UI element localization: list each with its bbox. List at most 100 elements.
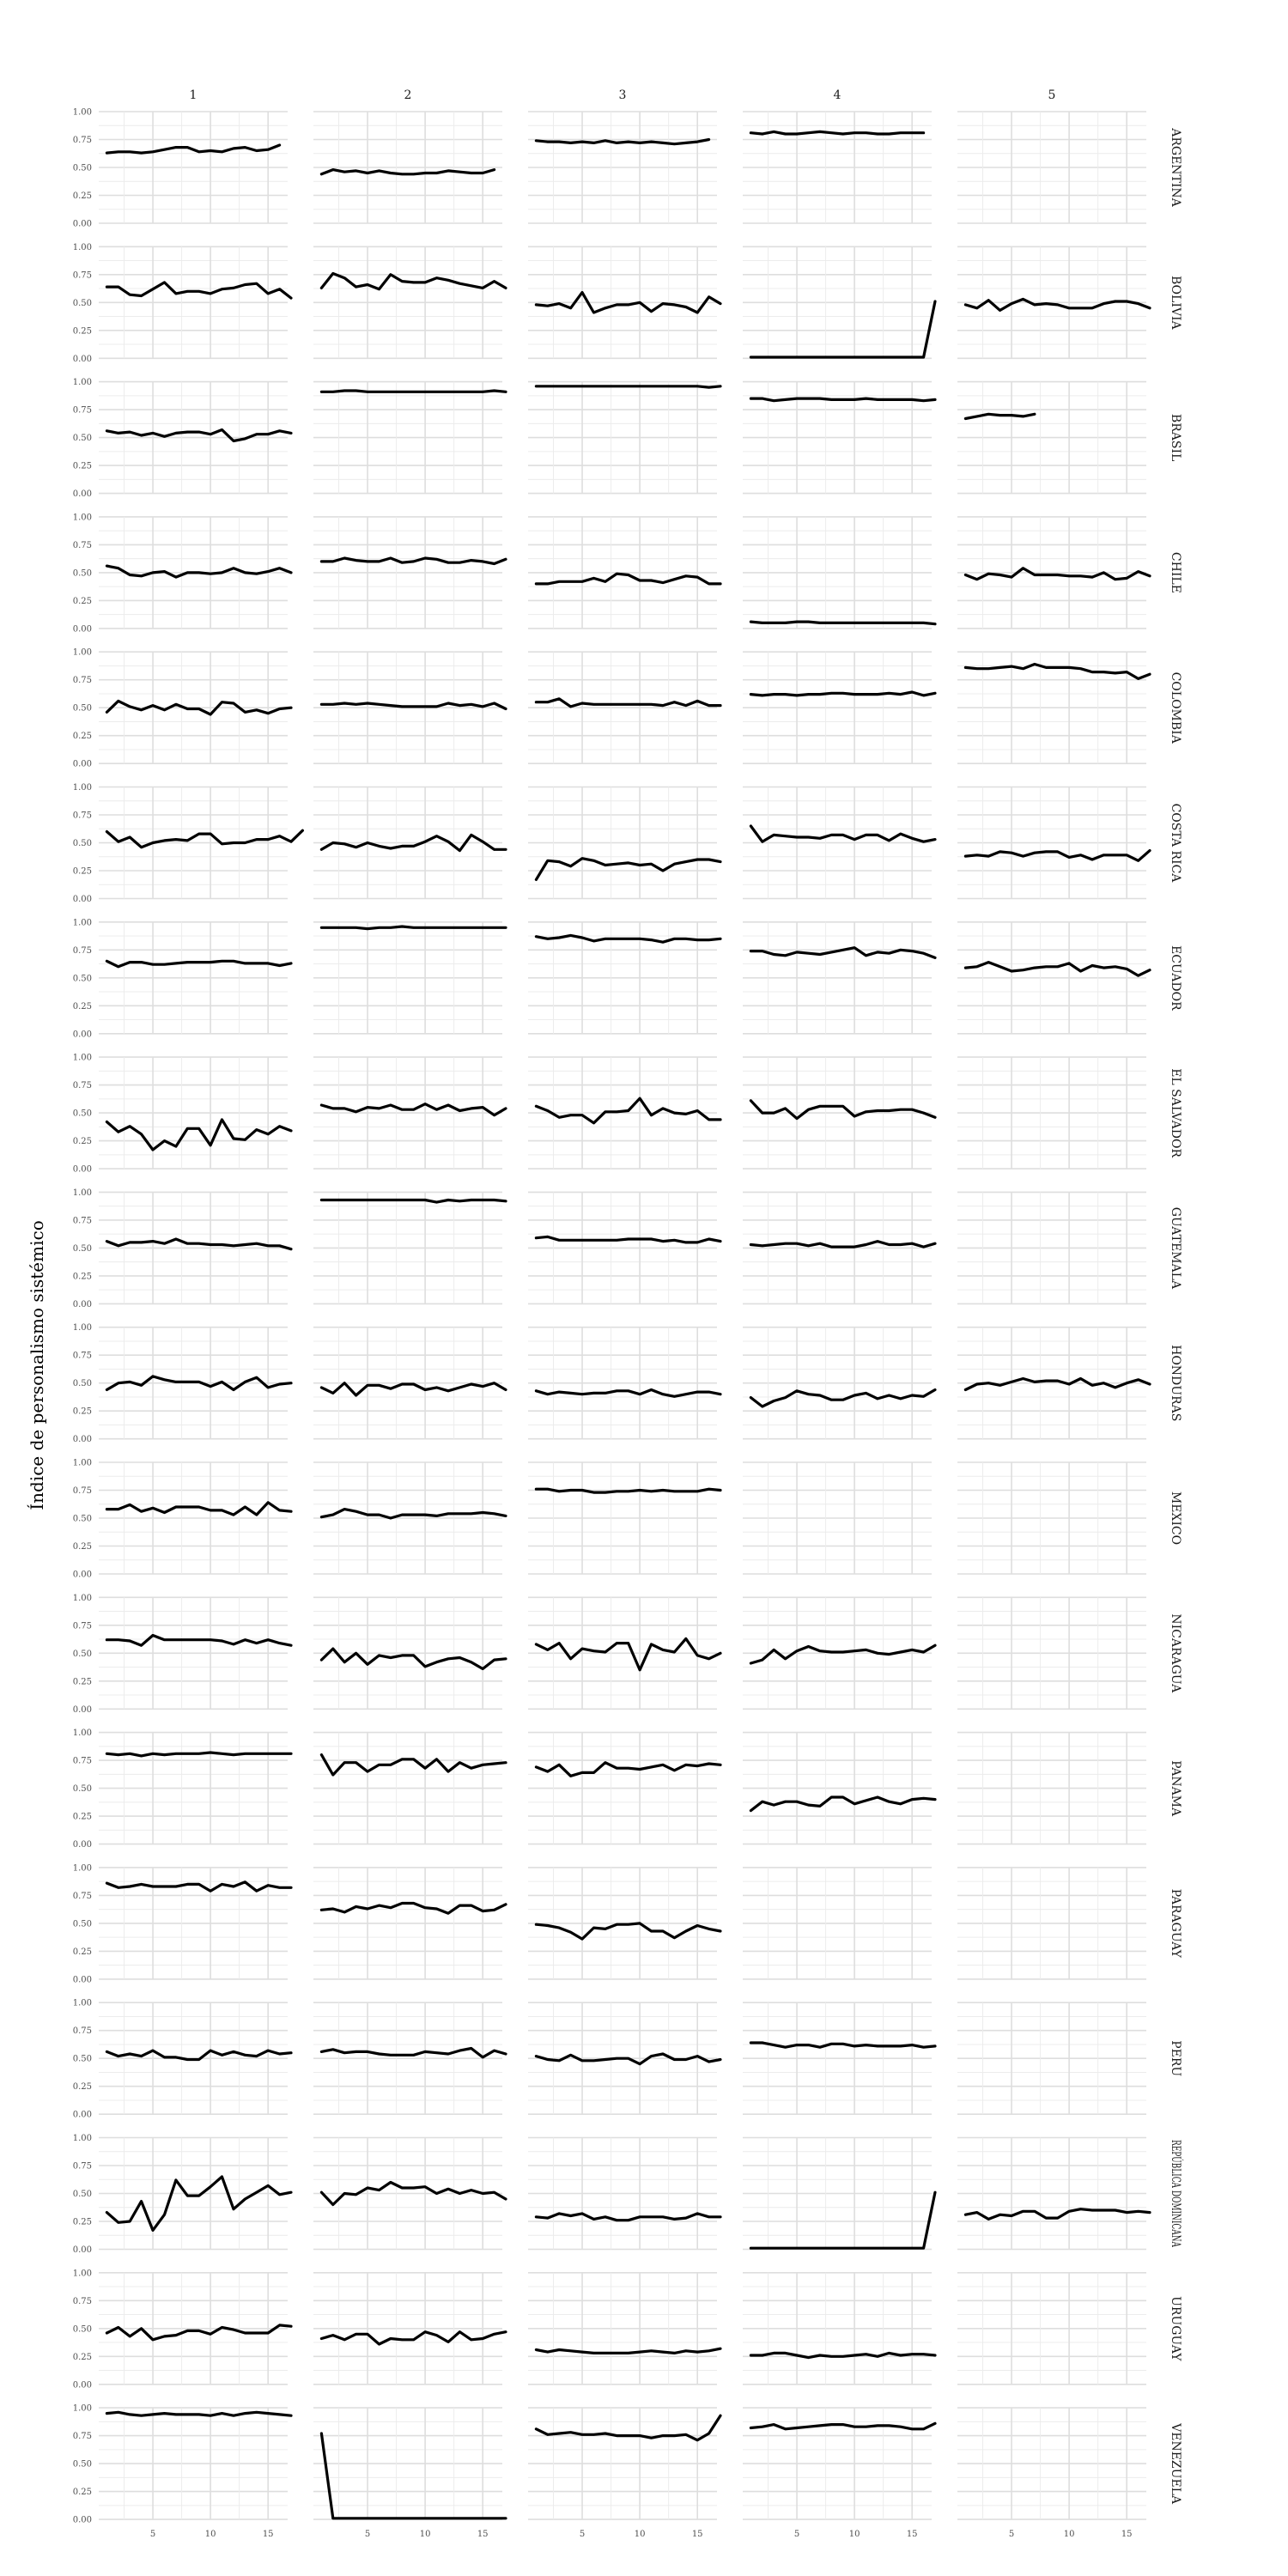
y-tick-label: 0.00 — [73, 2111, 92, 2120]
y-tick-label: 0.75 — [73, 406, 92, 416]
series-line — [963, 412, 1036, 421]
series-line — [319, 1647, 507, 1671]
y-tick-label: 0.00 — [73, 1975, 92, 1984]
facet-panel — [313, 651, 507, 765]
facet-panel — [313, 2002, 507, 2115]
y-tick-label: 0.00 — [73, 1571, 92, 1580]
facet-row-label: ARGENTINA — [1169, 127, 1182, 207]
series-line — [534, 2052, 722, 2066]
facet-panel — [99, 651, 293, 765]
y-tick-label: 1.00 — [73, 2134, 92, 2143]
facet-panel — [99, 1596, 293, 1710]
facet-panel — [743, 1191, 937, 1305]
series-line — [105, 1880, 293, 1893]
facet-panel — [528, 246, 722, 360]
facet-panel — [957, 1731, 1146, 1845]
facet-panel — [313, 246, 507, 360]
facet-panel — [99, 1326, 293, 1440]
facet-panel — [528, 380, 722, 495]
y-tick-label: 0.50 — [73, 2190, 92, 2199]
series-line — [319, 702, 507, 711]
y-tick-label: 0.75 — [73, 811, 92, 821]
y-tick-label: 0.75 — [73, 136, 92, 145]
y-tick-label: 0.50 — [73, 1919, 92, 1929]
facet-panel — [743, 1596, 937, 1710]
facet-row-label: REPÚBLICA DOMINICANA — [1169, 2140, 1184, 2248]
facet-panel — [743, 1461, 932, 1575]
facet-panel — [313, 1596, 507, 1710]
facet-panel — [743, 1867, 932, 1980]
series-line — [963, 848, 1151, 862]
y-tick-label: 0.75 — [73, 270, 92, 280]
facet-panel — [528, 2136, 722, 2251]
y-tick-label: 0.00 — [73, 624, 92, 634]
facet-row-label: EL SALVADOR — [1169, 1068, 1182, 1157]
y-tick-label: 0.00 — [73, 1165, 92, 1175]
facet-panel — [528, 1596, 722, 1710]
y-tick-label: 1.00 — [73, 1999, 92, 2008]
facet-panel — [528, 2002, 722, 2115]
series-line — [749, 2190, 937, 2250]
series-line — [749, 946, 937, 960]
series-line — [749, 397, 937, 403]
facet-panel — [528, 1326, 722, 1440]
facet-panel — [313, 2272, 507, 2385]
y-tick-label: 0.75 — [73, 1081, 92, 1091]
facet-panel — [957, 2002, 1146, 2115]
facet-panel — [313, 111, 502, 224]
series-line — [319, 271, 507, 291]
facet-panel — [528, 1056, 722, 1170]
facet-panel — [99, 380, 293, 495]
series-line — [749, 130, 926, 136]
series-line — [963, 567, 1151, 581]
series-line — [749, 2351, 937, 2360]
series-line — [534, 137, 711, 146]
facet-row-label: BRASIL — [1169, 414, 1182, 461]
facet-column-label: 5 — [1048, 88, 1056, 102]
facet-row-label: MEXICO — [1169, 1492, 1182, 1545]
y-tick-label: 0.25 — [73, 1407, 92, 1417]
series-line — [963, 1376, 1151, 1392]
facet-panel — [957, 921, 1151, 1035]
y-tick-label: 0.25 — [73, 1677, 92, 1686]
y-tick-label: 0.00 — [73, 355, 92, 364]
facet-panel — [743, 1056, 937, 1170]
facet-column-label: 3 — [619, 88, 627, 102]
y-tick-label: 0.00 — [73, 895, 92, 904]
series-line — [319, 1753, 507, 1777]
series-line — [534, 697, 722, 708]
series-line — [105, 699, 293, 716]
y-tick-label: 1.00 — [73, 1728, 92, 1738]
y-tick-label: 0.00 — [73, 760, 92, 769]
facet-panel — [528, 1731, 722, 1845]
facet-panel — [743, 111, 932, 224]
series-line — [105, 281, 293, 300]
facet-panel — [313, 2407, 507, 2520]
y-tick-label: 0.75 — [73, 1486, 92, 1496]
y-tick-label: 0.75 — [73, 2432, 92, 2441]
facet-panel — [99, 516, 293, 629]
facet-panel — [313, 380, 507, 495]
x-tick-label: 10 — [205, 2530, 216, 2539]
y-tick-label: 0.00 — [73, 2245, 92, 2255]
facet-panel — [313, 1461, 507, 1575]
facet-panel — [743, 2407, 937, 2520]
facet-panel — [528, 2272, 722, 2385]
facet-panel — [99, 1867, 293, 1980]
facet-row-label: PANAMA — [1169, 1760, 1182, 1817]
series-line — [963, 2208, 1151, 2221]
y-tick-label: 0.25 — [73, 2353, 92, 2362]
y-tick-label: 1.00 — [73, 1863, 92, 1873]
series-line — [534, 1235, 722, 1244]
facet-panel — [99, 1731, 293, 1845]
y-tick-label: 1.00 — [73, 648, 92, 658]
series-line — [105, 1237, 293, 1251]
y-tick-label: 0.25 — [73, 326, 92, 336]
facet-panel — [743, 2136, 937, 2251]
series-line — [534, 2212, 722, 2222]
y-tick-label: 0.75 — [73, 1892, 92, 1901]
y-tick-label: 1.00 — [73, 783, 92, 793]
y-tick-label: 0.75 — [73, 1621, 92, 1631]
series-line — [105, 959, 293, 969]
facet-row-label: ECUADOR — [1169, 945, 1182, 1011]
